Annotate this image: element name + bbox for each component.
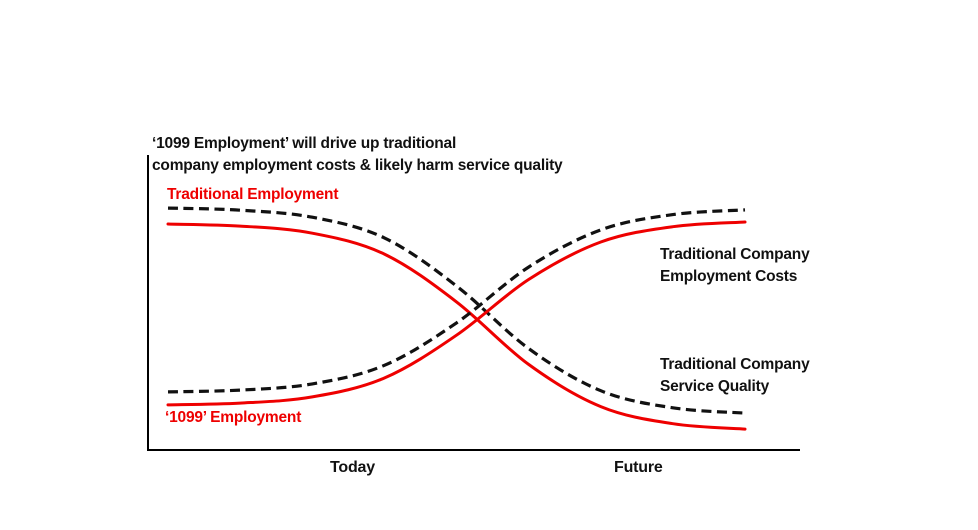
label-employment-costs: Traditional Company Employment Costs — [660, 244, 810, 288]
x-tick-today: Today — [330, 459, 375, 476]
service-quality-curve — [167, 206, 746, 415]
label-traditional-employment: Traditional Employment — [167, 186, 339, 203]
label-1099-employment: ‘1099’ Employment — [165, 409, 302, 426]
curves-group — [166, 206, 747, 431]
chart-title-line2: company employment costs & likely harm s… — [152, 157, 563, 174]
label-employment-costs-line2: Employment Costs — [660, 268, 798, 285]
label-employment-costs-line1: Traditional Company — [660, 246, 810, 263]
employment-1099-curve — [166, 220, 747, 407]
traditional-employment-curve — [166, 222, 747, 431]
label-service-quality-line2: Service Quality — [660, 378, 770, 395]
label-service-quality: Traditional Company Service Quality — [660, 354, 810, 398]
label-service-quality-line1: Traditional Company — [660, 356, 810, 373]
employment-costs-curve — [167, 208, 746, 394]
chart-title-line1: ‘1099 Employment’ will drive up traditio… — [152, 135, 457, 152]
chart-title: ‘1099 Employment’ will drive up traditio… — [152, 133, 563, 177]
x-tick-future: Future — [614, 459, 663, 476]
